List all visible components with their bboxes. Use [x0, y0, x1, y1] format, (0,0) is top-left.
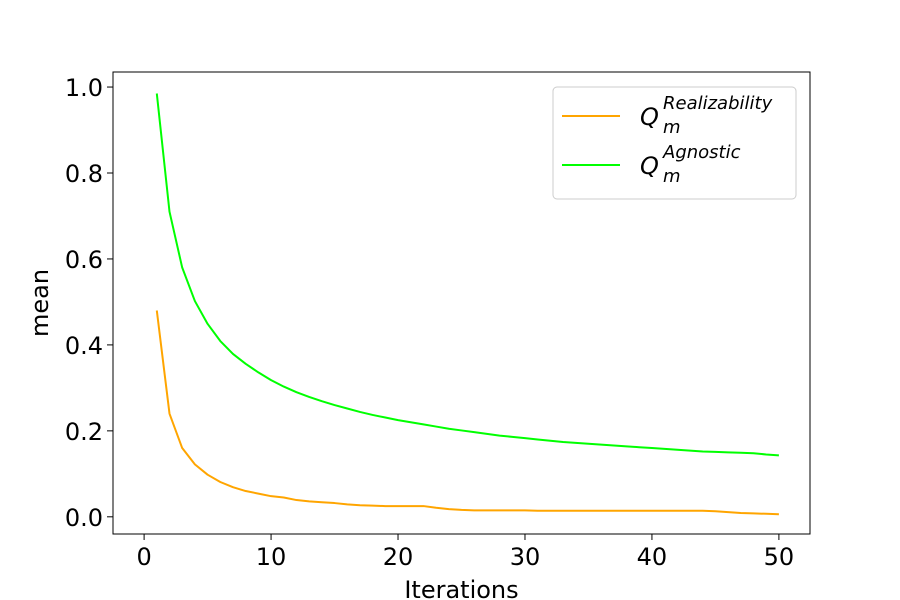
- y-tick-label: 1.0: [65, 74, 103, 102]
- series-layer: [155, 93, 779, 516]
- y-axis-label: mean: [26, 269, 54, 337]
- y-tick-label: 0.6: [65, 246, 103, 274]
- x-tick-label: 20: [383, 543, 414, 571]
- x-axis-label: Iterations: [404, 576, 518, 600]
- series-line-realizability: [155, 310, 779, 516]
- ticks-layer: 0 10 20 30 40 50 0.0 0.2 0.4 0.6 0.8 1.0: [65, 74, 794, 571]
- x-tick-label: 50: [764, 543, 795, 571]
- legend-label-sup: Realizability: [663, 93, 773, 114]
- legend-label-sup: Agnostic: [662, 142, 741, 163]
- legend-label-main: Q: [640, 103, 659, 131]
- y-tick-label: 0.4: [65, 332, 103, 360]
- legend-label-sub: m: [663, 117, 681, 138]
- y-tick-label: 0.0: [65, 504, 103, 532]
- x-tick-label: 40: [637, 543, 668, 571]
- y-tick-label: 0.2: [65, 418, 103, 446]
- plot-frame: [112, 71, 811, 535]
- series-line-agnostic: [155, 93, 779, 457]
- y-tick-label: 0.8: [65, 160, 103, 188]
- legend-label-main: Q: [640, 152, 659, 180]
- x-tick-label: 10: [256, 543, 287, 571]
- x-tick-label: 30: [510, 543, 541, 571]
- legend-label-sub: m: [663, 166, 681, 187]
- x-tick-label: 0: [136, 543, 151, 571]
